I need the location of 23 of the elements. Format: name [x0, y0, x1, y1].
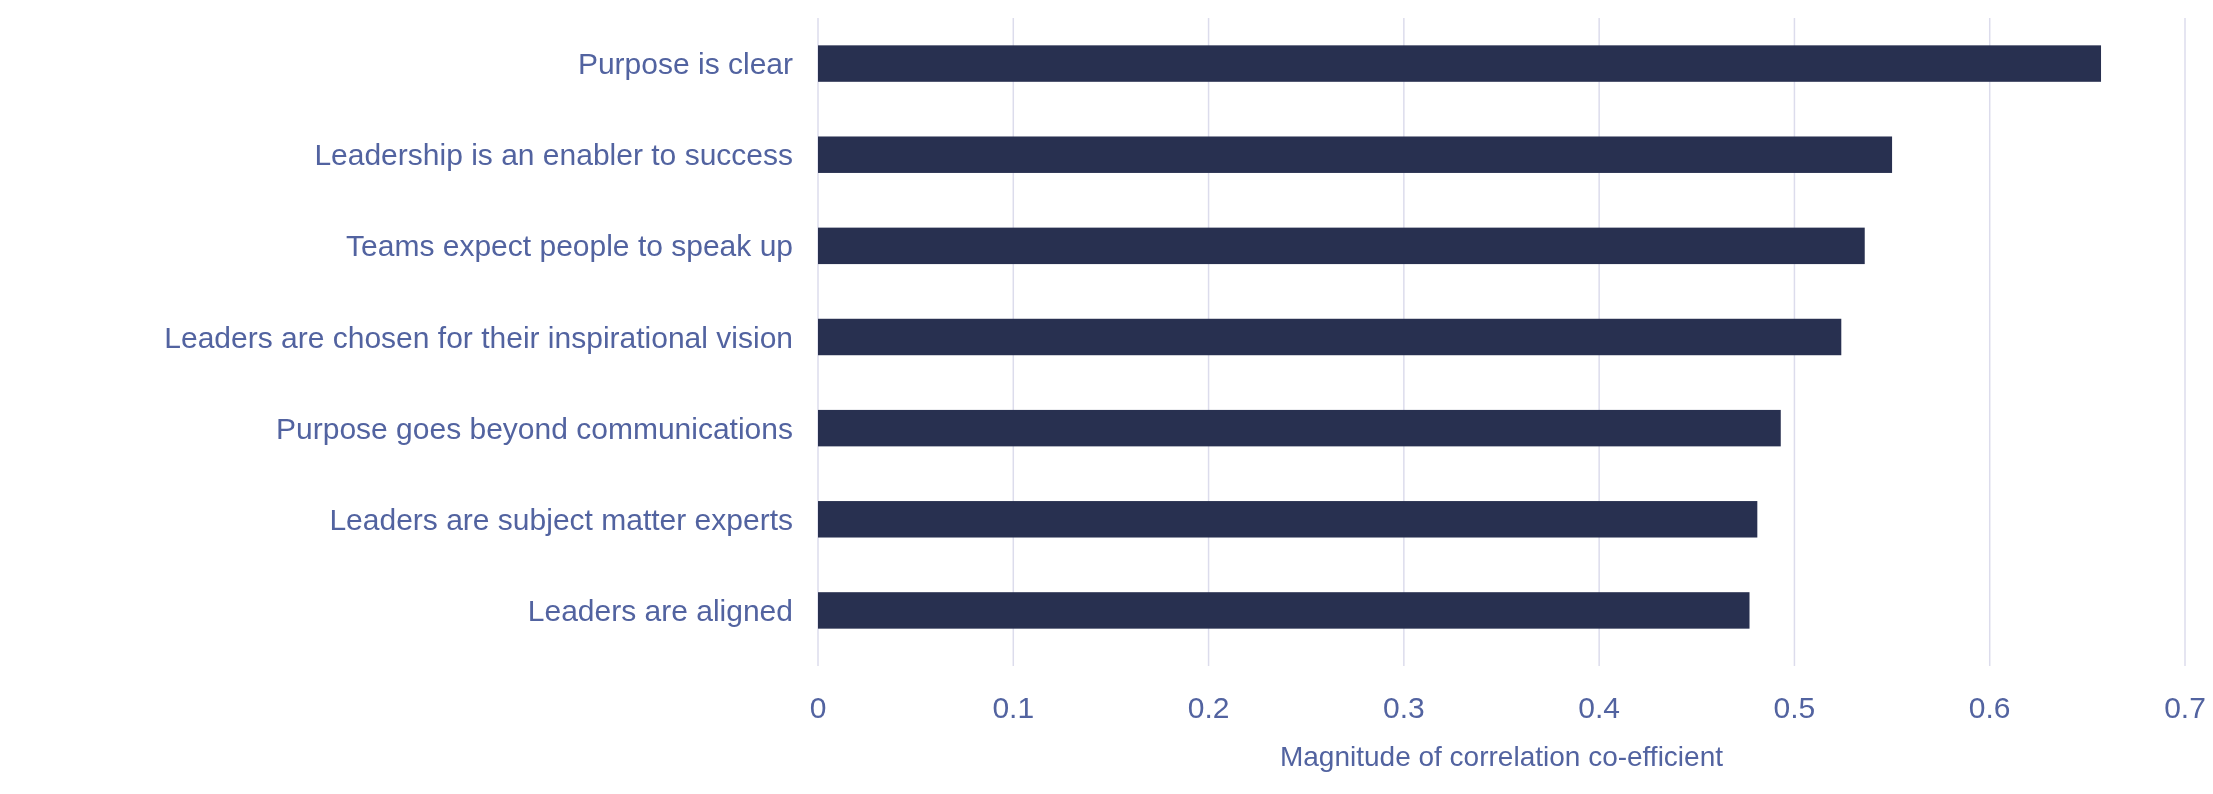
bar — [818, 136, 1893, 173]
y-tick-label: Purpose goes beyond communications — [276, 411, 793, 445]
y-tick-label: Teams expect people to speak up — [346, 229, 793, 263]
x-axis-title: Magnitude of correlation co-efficient — [1279, 741, 1724, 772]
bar — [818, 227, 1865, 265]
x-tick-label: 0.1 — [992, 691, 1035, 724]
y-tick-label: Purpose is clear — [577, 47, 793, 81]
bar — [818, 409, 1781, 447]
bar — [818, 501, 1758, 538]
y-tick-label: Leaders are subject matter experts — [329, 502, 793, 536]
y-tick-label: Leaders are chosen for their inspirational vision — [164, 320, 793, 354]
y-tick-label: Leaders are aligned — [527, 593, 793, 627]
x-tick-label: 0 — [809, 691, 827, 724]
x-tick-label: 0.6 — [1968, 691, 2011, 724]
bar — [818, 318, 1842, 356]
y-tick-label: Leadership is an enabler to success — [314, 138, 793, 172]
x-tick-label: 0.4 — [1578, 691, 1620, 724]
x-tick-label: 0.2 — [1187, 691, 1230, 724]
bar — [818, 592, 1750, 629]
x-tick-label: 0.7 — [2164, 691, 2206, 724]
x-tick-label: 0.3 — [1383, 691, 1425, 724]
x-tick-label: 0.5 — [1773, 691, 1816, 724]
bar — [818, 45, 2102, 82]
